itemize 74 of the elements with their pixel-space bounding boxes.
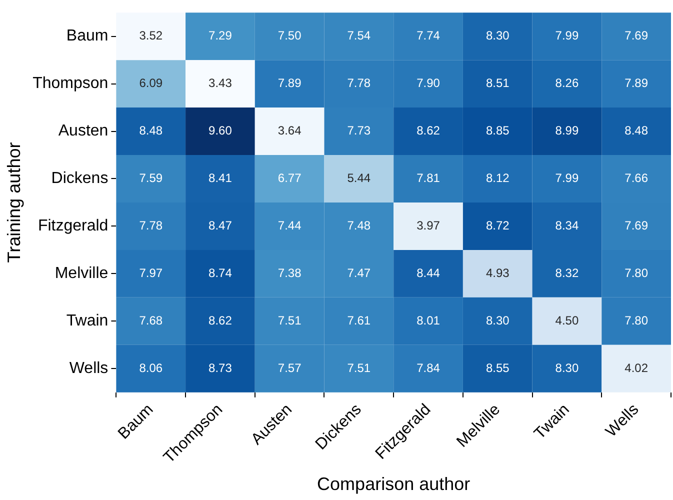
data-label: 8.55: [486, 360, 510, 375]
data-label: 8.47: [208, 218, 232, 233]
data-label: 6.77: [278, 171, 302, 186]
data-label: 7.73: [347, 124, 371, 138]
data-label: 8.48: [139, 124, 163, 138]
data-label: 7.99: [555, 171, 579, 186]
data-label: 8.72: [486, 218, 510, 233]
data-label: 8.99: [555, 124, 579, 138]
y-axis-title: Training author: [4, 142, 24, 263]
data-label: 8.26: [555, 76, 579, 90]
x-axis-title: Comparison author: [317, 474, 470, 494]
data-label: 8.30: [486, 313, 510, 328]
data-label: 7.78: [347, 76, 371, 90]
data-label: 8.73: [208, 360, 232, 375]
data-label: 3.97: [416, 218, 440, 233]
data-label: 8.30: [555, 360, 579, 375]
data-label: 7.44: [278, 218, 302, 233]
data-label: 7.80: [624, 313, 648, 328]
data-label: 8.12: [486, 171, 510, 186]
data-label: 8.06: [139, 360, 163, 375]
data-label: 7.89: [278, 76, 302, 90]
data-label: 4.50: [555, 313, 579, 328]
data-label: 4.93: [486, 266, 510, 280]
y-tick-label: Baum: [66, 28, 108, 45]
data-label: 8.62: [208, 313, 232, 328]
data-label: 8.44: [416, 266, 440, 280]
data-label: 6.09: [139, 76, 163, 90]
data-label: 7.74: [416, 28, 440, 43]
data-label: 7.50: [278, 28, 302, 43]
data-label: 7.51: [347, 360, 371, 375]
data-label: 7.48: [347, 218, 371, 233]
data-label: 7.57: [278, 360, 302, 375]
data-label: 3.43: [208, 76, 232, 90]
data-label: 8.85: [486, 124, 510, 138]
data-label: 7.90: [416, 76, 440, 90]
y-tick-label: Wells: [69, 360, 108, 378]
data-label: 8.48: [624, 124, 648, 138]
data-label: 4.02: [624, 360, 648, 375]
data-label: 7.99: [555, 28, 579, 43]
data-label: 9.60: [208, 124, 232, 138]
data-label: 8.32: [555, 266, 579, 280]
data-label: 8.30: [486, 28, 510, 43]
y-tick-label: Twain: [66, 312, 108, 330]
data-label: 7.38: [278, 266, 302, 280]
data-label: 7.51: [278, 313, 302, 328]
data-label: 7.80: [624, 266, 648, 280]
data-label: 8.41: [208, 171, 232, 186]
data-label: 7.47: [347, 266, 371, 280]
y-tick-label: Melville: [54, 265, 108, 282]
data-label: 7.97: [139, 266, 163, 280]
data-label: 7.61: [347, 313, 371, 328]
data-label: 8.62: [416, 124, 440, 138]
y-tick-label: Dickens: [51, 170, 108, 188]
data-label: 7.81: [416, 171, 440, 186]
y-tick-label: Austen: [58, 122, 108, 140]
y-tick-label: Thompson: [32, 75, 108, 92]
data-label: 7.29: [208, 28, 232, 43]
y-tick-label: Fitzgerald: [38, 218, 108, 235]
data-label: 7.78: [139, 218, 163, 233]
data-label: 7.54: [347, 28, 371, 43]
data-label: 7.59: [139, 171, 163, 186]
data-label: 8.34: [555, 218, 579, 233]
data-label: 8.74: [208, 266, 232, 280]
data-label: 7.68: [139, 313, 163, 328]
data-label: 8.01: [416, 313, 440, 328]
data-label: 3.52: [139, 28, 163, 43]
data-label: 5.44: [347, 171, 371, 186]
data-label: 7.84: [416, 360, 440, 375]
data-label: 7.89: [624, 76, 648, 90]
data-label: 7.69: [624, 218, 648, 233]
data-label: 7.69: [624, 28, 648, 43]
data-label: 8.51: [486, 76, 510, 90]
data-label: 7.66: [624, 171, 648, 186]
data-label: 3.64: [278, 124, 302, 138]
